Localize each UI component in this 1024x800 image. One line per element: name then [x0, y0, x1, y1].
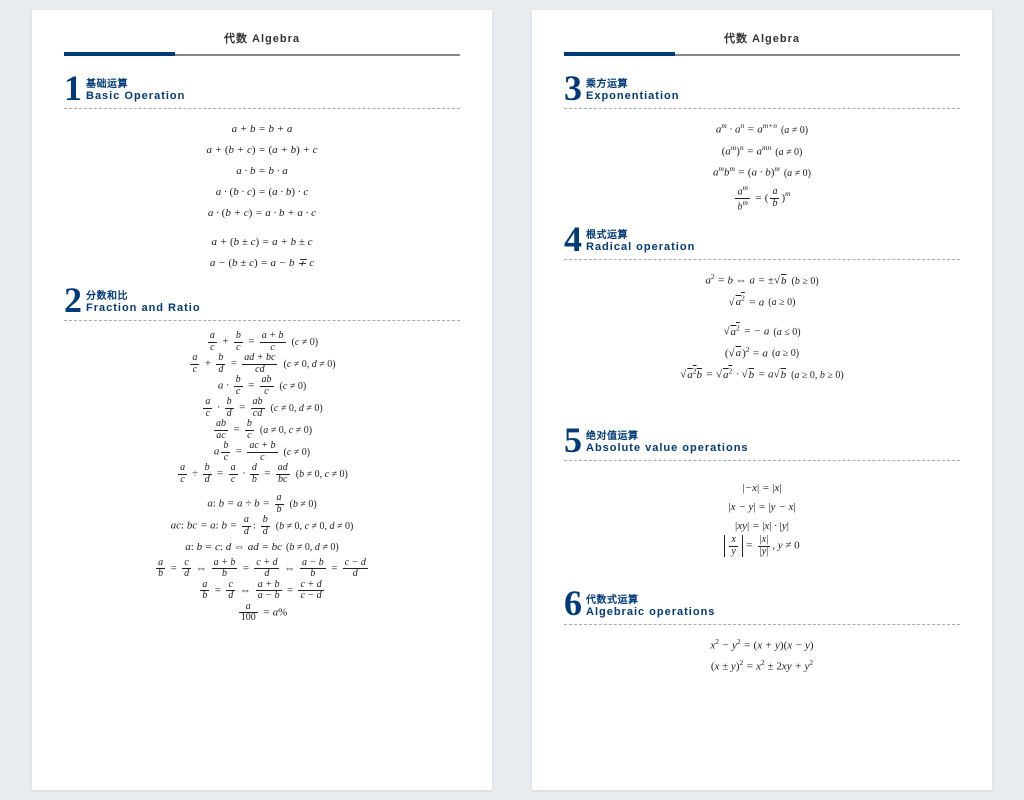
- section-title-en: Absolute value operations: [586, 442, 749, 454]
- section-divider: [564, 259, 960, 260]
- section-head: 5 绝对值运算 Absolute value operations: [564, 424, 960, 456]
- section-basic-operation: 1 基础运算 Basic Operation a + b = b + a a +…: [64, 72, 460, 274]
- section-radical: 4 根式运算 Radical operation a2 = b ⇔ a = ±√…: [564, 223, 960, 386]
- section-title-cn: 乘方运算: [586, 75, 679, 90]
- formula-list-exponent: am · an = am+n(a ≠ 0) (am)n = amn(a ≠ 0)…: [564, 119, 960, 212]
- section-divider: [564, 624, 960, 625]
- page-header: 代数 Algebra: [564, 30, 960, 52]
- header-rule: [564, 52, 960, 56]
- section-head: 2 分数和比 Fraction and Ratio: [64, 284, 460, 316]
- section-number: 2: [64, 284, 82, 316]
- section-number: 5: [564, 424, 582, 456]
- section-title-en: Algebraic operations: [586, 606, 715, 618]
- section-head: 3 乘方运算 Exponentiation: [564, 72, 960, 104]
- section-number: 4: [564, 223, 582, 255]
- section-title-cn: 根式运算: [586, 226, 695, 241]
- header-rule: [64, 52, 460, 56]
- section-title-en: Exponentiation: [586, 90, 679, 102]
- formula-list-basic: a + b = b + a a + (b + c) = (a + b) + c …: [64, 119, 460, 273]
- section-title-en: Basic Operation: [86, 90, 185, 102]
- section-title-en: Radical operation: [586, 241, 695, 253]
- section-head: 6 代数式运算 Algebraic operations: [564, 587, 960, 619]
- section-head: 1 基础运算 Basic Operation: [64, 72, 460, 104]
- formula-list-radical: a2 = b ⇔ a = ±√b(b ≥ 0) √a2 = a(a ≥ 0) √…: [564, 270, 960, 386]
- formula-list-fraction: ac + bc = a + bc(c ≠ 0) ac + bd = ad + b…: [64, 331, 460, 624]
- section-divider: [564, 108, 960, 109]
- section-title-cn: 基础运算: [86, 75, 185, 90]
- section-title-en: Fraction and Ratio: [86, 302, 201, 314]
- section-exponentiation: 3 乘方运算 Exponentiation am · an = am+n(a ≠…: [564, 72, 960, 213]
- formula-list-abs: |−x| = |x| |x − y| = |y − x| |xy| = |x| …: [564, 471, 960, 557]
- section-divider: [64, 108, 460, 109]
- page-right: 代数 Algebra 3 乘方运算 Exponentiation am · an…: [532, 10, 992, 790]
- section-fraction-ratio: 2 分数和比 Fraction and Ratio ac + bc = a + …: [64, 284, 460, 624]
- section-title-cn: 绝对值运算: [586, 427, 749, 442]
- section-divider: [564, 460, 960, 461]
- section-absolute-value: 5 绝对值运算 Absolute value operations |−x| =…: [564, 424, 960, 557]
- section-title-cn: 分数和比: [86, 287, 201, 302]
- section-head: 4 根式运算 Radical operation: [564, 223, 960, 255]
- section-number: 6: [564, 587, 582, 619]
- page-header: 代数 Algebra: [64, 30, 460, 52]
- section-number: 3: [564, 72, 582, 104]
- section-number: 1: [64, 72, 82, 104]
- section-divider: [64, 320, 460, 321]
- section-title-cn: 代数式运算: [586, 591, 715, 606]
- formula-list-algebraic: x2 − y2 = (x + y)(x − y) (x ± y)2 = x2 ±…: [564, 635, 960, 678]
- page-left: 代数 Algebra 1 基础运算 Basic Operation a + b …: [32, 10, 492, 790]
- section-algebraic: 6 代数式运算 Algebraic operations x2 − y2 = (…: [564, 587, 960, 677]
